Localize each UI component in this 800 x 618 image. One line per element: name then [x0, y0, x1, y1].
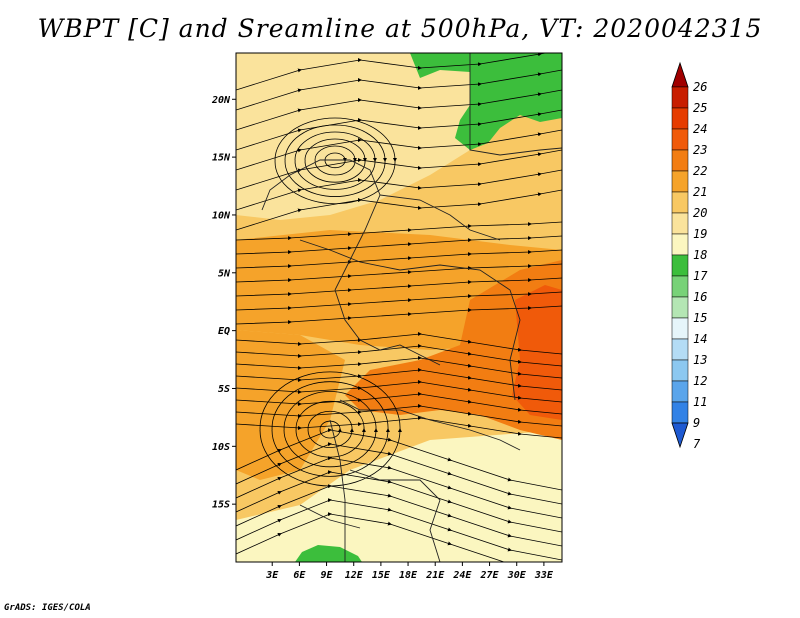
colorbar-segment — [671, 128, 689, 151]
colorbar-segment — [671, 401, 689, 424]
colorbar-label: 23 — [693, 143, 707, 157]
colorbar-arrow-top — [671, 61, 689, 88]
lat-tick-label: 5S — [218, 384, 230, 395]
lon-tick-label: 33E — [534, 570, 554, 581]
lon-tick-label: 9E — [321, 570, 334, 581]
streamline — [236, 169, 562, 211]
streamline — [274, 117, 397, 205]
streamline — [236, 512, 512, 562]
lon-tick-label: 21E — [425, 570, 445, 581]
lat-tick-label: 5N — [218, 268, 231, 279]
colorbar-label: 13 — [693, 353, 707, 367]
colorbar-label: 25 — [693, 101, 707, 115]
colorbar-label: 14 — [693, 332, 707, 346]
colorbar-segment — [671, 191, 689, 214]
colorbar-label: 26 — [693, 80, 707, 94]
streamline — [236, 69, 562, 111]
streamline — [304, 138, 367, 183]
colorbar-arrow-bottom — [671, 422, 689, 449]
streamline — [236, 89, 562, 131]
lat-tick-label: 15S — [212, 500, 230, 511]
longitude-axis: 3E 6E 9E 12E 15E 18E 21E 24E 27E 30E 33E — [265, 562, 554, 581]
lon-tick-label: 3E — [265, 570, 279, 581]
colorbar-label: 20 — [693, 206, 707, 220]
colorbar-label: 21 — [693, 185, 707, 199]
colorbar-label: 15 — [693, 311, 707, 325]
lon-tick-label: 24E — [452, 570, 472, 581]
lon-tick-label: 12E — [345, 570, 364, 581]
colorbar-segment — [671, 233, 689, 256]
colorbar-label: 16 — [693, 290, 707, 304]
lon-tick-label: 6E — [293, 570, 306, 581]
colorbar-label: 9 — [693, 416, 700, 430]
colorbar-segment — [671, 359, 689, 382]
streamline — [294, 131, 377, 190]
colorbar-segment — [671, 86, 689, 109]
colorbar-segment — [671, 212, 689, 235]
plot-frame — [235, 52, 563, 563]
colorbar-segment — [671, 254, 689, 277]
colorbar-label: 19 — [693, 227, 707, 241]
streamline — [236, 415, 562, 439]
streamline — [236, 189, 562, 231]
colorbar-segment — [671, 170, 689, 193]
colorbar-segment — [671, 107, 689, 130]
lat-tick-label: 10N — [212, 210, 231, 221]
colorbar-segment — [671, 380, 689, 403]
streamline — [236, 305, 562, 325]
colorbar-segment — [671, 149, 689, 172]
lat-tick-label: 15N — [212, 153, 231, 164]
lon-tick-label: 18E — [399, 570, 418, 581]
colorbar-segment — [671, 317, 689, 340]
streamline-layer — [236, 53, 562, 562]
lon-tick-label: 27E — [480, 570, 500, 581]
colorbar-label: 11 — [693, 395, 707, 409]
grads-credit: GrADS: IGES/COLA — [4, 603, 91, 613]
colorbar: 26 25 24 23 22 21 20 19 18 17 16 15 14 13 12 11 9 7 — [671, 61, 708, 451]
colorbar-segment — [671, 275, 689, 298]
streamline — [236, 109, 562, 151]
streamline — [236, 129, 562, 171]
lat-tick-label: 10S — [212, 442, 230, 453]
lat-tick-label: EQ — [218, 326, 230, 337]
colorbar-segment — [671, 296, 689, 319]
colorbar-label: 7 — [693, 437, 701, 451]
streamline — [236, 53, 548, 91]
colorbar-label: 12 — [693, 374, 707, 388]
plot-area — [236, 53, 562, 562]
streamline — [314, 145, 357, 176]
latitude-axis: 20N 15N 10N 5N EQ 5S 10S 15S — [211, 95, 236, 511]
streamline — [284, 124, 387, 197]
colorbar-label: 22 — [693, 164, 707, 178]
colorbar-label: 18 — [693, 248, 707, 262]
colorbar-label: 24 — [693, 122, 707, 136]
colorbar-segment — [671, 338, 689, 361]
lat-tick-label: 20N — [211, 95, 231, 106]
colorbar-label: 17 — [693, 269, 708, 283]
lon-tick-label: 30E — [507, 570, 527, 581]
country-borders — [261, 53, 562, 562]
map-title: WBPT [C] and Sreamline at 500hPa, VT: 20… — [37, 14, 763, 43]
lon-tick-label: 15E — [372, 570, 391, 581]
